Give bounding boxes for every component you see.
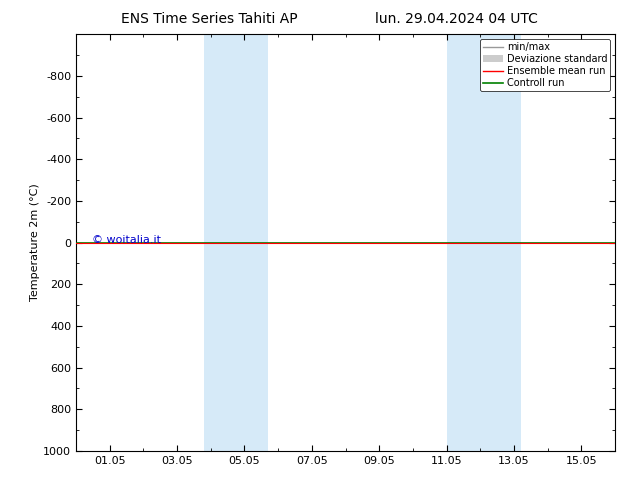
Text: lun. 29.04.2024 04 UTC: lun. 29.04.2024 04 UTC <box>375 12 538 26</box>
Y-axis label: Temperature 2m (°C): Temperature 2m (°C) <box>30 184 41 301</box>
Text: ENS Time Series Tahiti AP: ENS Time Series Tahiti AP <box>121 12 297 26</box>
Text: © woitalia.it: © woitalia.it <box>93 236 161 245</box>
Legend: min/max, Deviazione standard, Ensemble mean run, Controll run: min/max, Deviazione standard, Ensemble m… <box>481 39 610 91</box>
Bar <box>446 34 521 451</box>
Bar <box>204 34 268 451</box>
